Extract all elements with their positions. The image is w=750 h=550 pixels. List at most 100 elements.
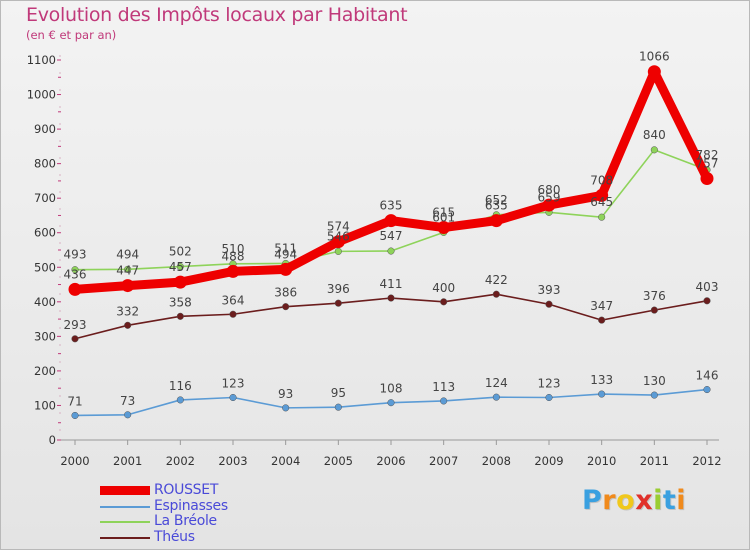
data-label: 130 <box>643 374 666 388</box>
legend-label-la-breole: La Bréole <box>154 513 217 529</box>
data-label: 635 <box>380 199 403 213</box>
data-label: 494 <box>274 247 297 261</box>
data-point <box>700 171 714 185</box>
data-label: 502 <box>169 245 192 259</box>
data-point <box>650 146 658 154</box>
legend-swatch-la-breole <box>100 521 150 523</box>
data-label: 680 <box>538 183 561 197</box>
data-point <box>331 235 345 249</box>
data-point <box>703 297 711 305</box>
y-tick-label: 200 <box>34 364 56 378</box>
data-point <box>334 403 342 411</box>
y-tick-label: 1100 <box>27 53 56 67</box>
data-point <box>279 262 293 276</box>
data-point <box>282 303 290 311</box>
data-label: 659 <box>538 190 561 204</box>
y-tick-label: 600 <box>34 226 56 240</box>
data-label: 645 <box>590 195 613 209</box>
data-point <box>124 411 132 419</box>
data-point <box>598 316 606 324</box>
data-point <box>68 282 82 296</box>
data-point <box>124 265 132 273</box>
data-label: 146 <box>696 369 719 383</box>
data-point <box>595 188 609 202</box>
y-tick-label: 800 <box>34 157 56 171</box>
data-label: 488 <box>222 249 245 263</box>
legend-item-espinasses: Espinasses <box>100 497 300 515</box>
legend-label-rousset: ROUSSET <box>154 482 219 498</box>
data-label: 447 <box>116 264 139 278</box>
data-point <box>545 393 553 402</box>
data-point <box>492 290 500 298</box>
data-label: 332 <box>116 304 139 318</box>
x-tick-label: 2007 <box>429 454 458 468</box>
x-tick-label: 2011 <box>640 454 669 468</box>
legend-label-espinasses: Espinasses <box>154 497 228 514</box>
data-label: 133 <box>590 373 613 387</box>
data-label: 493 <box>64 248 87 262</box>
data-point <box>703 386 711 394</box>
data-label: 601 <box>432 210 455 224</box>
data-label: 615 <box>432 206 455 220</box>
y-tick-label: 900 <box>34 122 56 136</box>
logo-letter: r <box>602 485 617 516</box>
data-point <box>121 279 135 293</box>
x-tick-label: 2006 <box>376 454 405 468</box>
data-label: 403 <box>696 280 719 294</box>
data-point <box>173 275 187 289</box>
data-label: 1066 <box>639 50 670 64</box>
data-point <box>71 411 79 420</box>
data-point <box>598 390 606 398</box>
data-point <box>282 404 290 412</box>
data-label: 376 <box>643 289 666 303</box>
y-tick-label: 500 <box>34 260 56 274</box>
logo-letter: o <box>616 485 636 516</box>
data-label: 546 <box>327 229 350 243</box>
chart-title: Evolution des Impôts locaux par Habitant <box>26 4 408 26</box>
data-point <box>647 65 661 79</box>
data-label: 635 <box>485 199 508 213</box>
logo-letter: P <box>582 485 603 516</box>
data-label: 386 <box>274 286 297 300</box>
data-point <box>176 396 184 404</box>
logo-letter: t <box>662 485 677 516</box>
data-label: 124 <box>485 376 508 390</box>
legend-item-la-breole: La Bréole <box>100 514 300 530</box>
legend-label-theus: Théus <box>154 528 195 545</box>
data-point <box>176 263 184 271</box>
x-tick-label: 2008 <box>482 454 511 468</box>
y-tick-label: 400 <box>34 295 56 309</box>
data-label: 73 <box>120 394 135 408</box>
proxiti-logo: Proxiti <box>582 485 686 516</box>
data-point <box>387 399 395 407</box>
data-point <box>334 247 342 255</box>
data-label: 411 <box>380 277 403 291</box>
data-label: 510 <box>222 242 245 256</box>
data-point <box>650 306 658 314</box>
logo-letter: i <box>676 485 687 516</box>
data-point <box>226 264 240 278</box>
data-label: 293 <box>64 318 87 332</box>
y-tick-label: 300 <box>34 329 56 343</box>
y-tick-label: 1000 <box>27 88 56 102</box>
x-tick-label: 2001 <box>113 454 142 468</box>
logo-letter: x <box>635 485 654 516</box>
data-label: 494 <box>116 247 139 261</box>
data-label: 123 <box>538 377 561 391</box>
data-label: 652 <box>485 193 508 207</box>
x-tick-label: 2002 <box>166 454 195 468</box>
data-point <box>71 335 79 343</box>
data-label: 71 <box>67 394 82 408</box>
data-point <box>124 321 132 329</box>
logo-letter: i <box>653 485 663 516</box>
data-point <box>334 299 342 307</box>
x-tick-label: 2009 <box>534 454 563 468</box>
data-point <box>387 294 395 302</box>
data-label: 436 <box>64 267 87 281</box>
data-point <box>598 213 606 221</box>
data-label: 393 <box>538 283 561 297</box>
data-point <box>229 310 237 318</box>
data-point <box>229 393 237 402</box>
data-label: 364 <box>222 293 245 307</box>
